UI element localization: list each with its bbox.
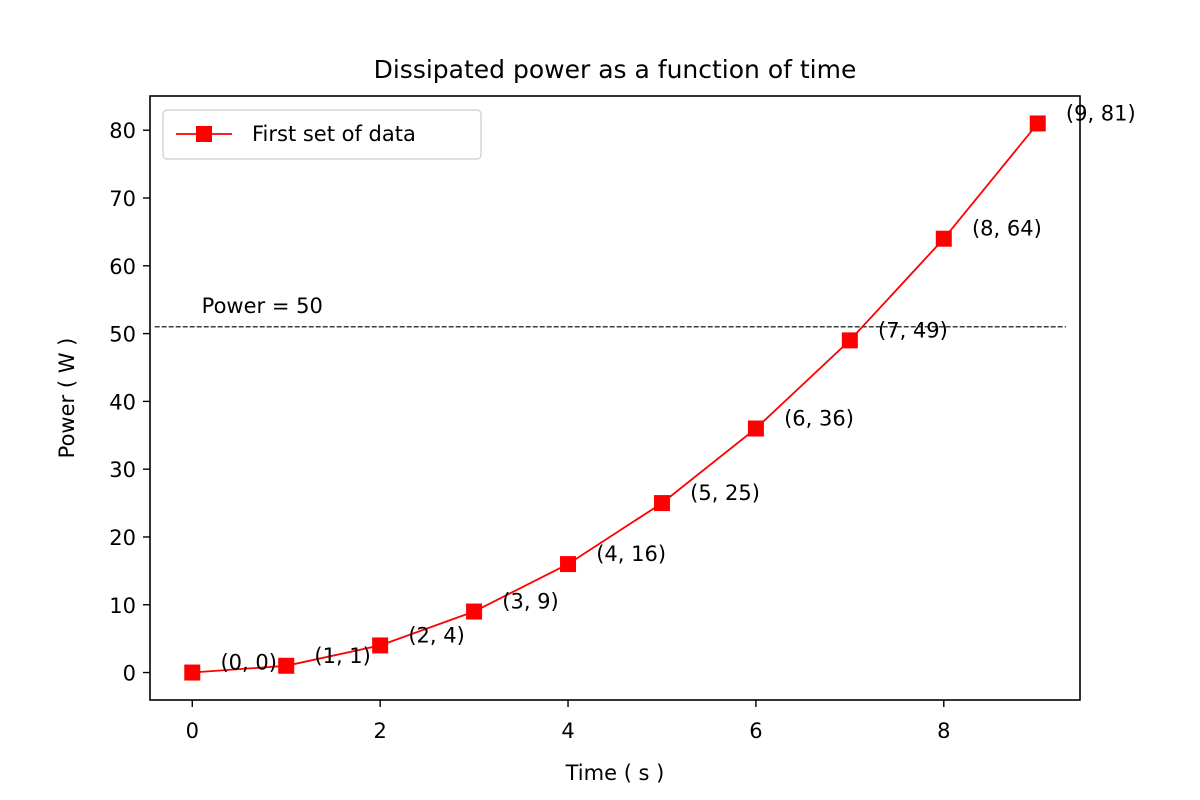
y-tick-label: 0: [123, 662, 136, 686]
plot-area: [150, 96, 1080, 700]
x-tick-label: 2: [373, 719, 386, 743]
series-line-first-set-of-data: [192, 122, 1039, 674]
legend-label: First set of data: [252, 122, 416, 146]
data-point-label: (8, 64): [972, 217, 1042, 241]
data-point-marker: [278, 657, 295, 674]
data-point-label: (7, 49): [878, 318, 948, 342]
legend-box: [162, 109, 482, 160]
y-tick-label: 20: [109, 526, 136, 550]
data-point-marker: [1029, 115, 1046, 132]
y-tick-label: 70: [109, 187, 136, 211]
data-point-marker: [653, 495, 670, 512]
legend-marker-square: [196, 126, 212, 142]
data-point-label: (0, 0): [220, 651, 276, 675]
data-point-label: (6, 36): [784, 407, 854, 431]
y-axis-ticks: 0 10 20 30 40 50 60 70 80: [109, 119, 150, 686]
data-point-label: (9, 81): [1066, 101, 1136, 125]
chart-title: Dissipated power as a function of time: [374, 55, 857, 84]
y-tick-label: 30: [109, 458, 136, 482]
y-tick-label: 80: [109, 119, 136, 143]
point-labels: (0, 0) (1, 1) (2, 4) (3, 9) (4, 16) (5, 25) (6…: [220, 101, 1135, 674]
data-point-marker: [372, 637, 389, 654]
data-point-label: (2, 4): [408, 623, 464, 647]
x-tick-label: 0: [186, 719, 199, 743]
x-tick-label: 8: [937, 719, 950, 743]
legend: First set of data: [162, 109, 482, 160]
data-point-marker: [466, 603, 483, 620]
y-axis-label: Power ( W ): [55, 338, 79, 459]
series-markers: [184, 115, 1046, 681]
y-tick-label: 40: [109, 390, 136, 414]
data-point-marker: [560, 556, 577, 573]
data-point-label: (5, 25): [690, 481, 760, 505]
y-tick-label: 60: [109, 255, 136, 279]
data-point-label: (1, 1): [314, 644, 370, 668]
x-axis-ticks: 0 2 4 6 8: [186, 700, 950, 743]
plot-frame: [149, 95, 1081, 701]
data-point-label: (3, 9): [502, 590, 558, 614]
x-tick-label: 6: [749, 719, 762, 743]
x-axis-label: Time ( s ): [565, 761, 665, 785]
x-tick-label: 4: [561, 719, 574, 743]
y-tick-label: 10: [109, 594, 136, 618]
data-point-marker: [841, 332, 858, 349]
data-point-marker: [747, 420, 764, 437]
reference-line-label: Power = 50: [202, 294, 323, 318]
data-point-marker: [184, 664, 201, 681]
data-point-marker: [935, 230, 952, 247]
data-point-label: (4, 16): [596, 542, 666, 566]
y-tick-label: 50: [109, 323, 136, 347]
